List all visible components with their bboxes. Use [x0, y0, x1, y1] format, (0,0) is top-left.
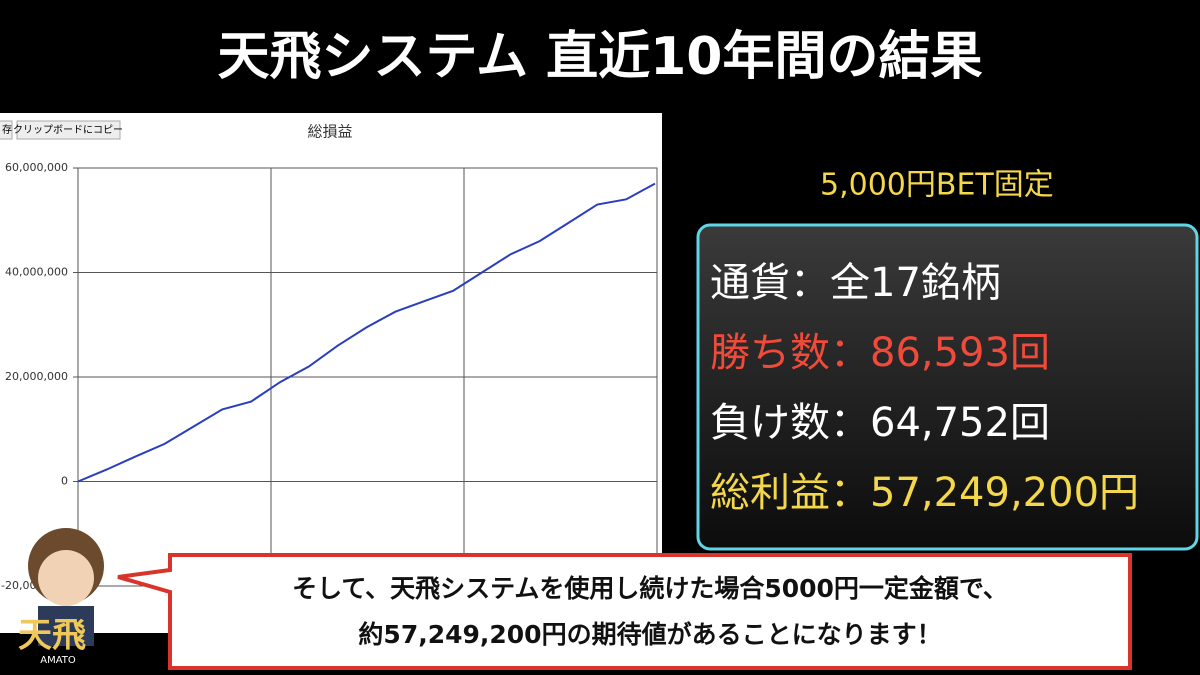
button[interactable] — [0, 120, 13, 140]
bet-note: 5,000円BET固定 — [820, 168, 1054, 203]
avatar — [28, 528, 104, 646]
y-tick-label: 20,000,000 — [5, 370, 68, 383]
y-tick-label: 40,000,000 — [5, 266, 68, 279]
callout — [117, 553, 1132, 670]
logo: 天飛 — [18, 616, 86, 656]
logo-sub: AMATO — [40, 655, 76, 666]
button[interactable] — [16, 120, 121, 140]
stat-line: 勝ち数：86,593回 — [710, 330, 1050, 376]
stat-line: 負け数：64,752回 — [710, 400, 1050, 446]
stat-line: 通貨：全17銘柄 — [710, 260, 1001, 306]
line — [77, 182, 656, 483]
slide-title: 天飛システム 直近10年間の結果 — [218, 27, 983, 87]
chart-panel — [0, 113, 662, 633]
callout-line: 約57,249,200円の期待値があることになります！ — [358, 620, 941, 649]
button-label: 存 — [2, 123, 12, 136]
y-tick-label: 0 — [61, 475, 68, 488]
stat-line: 総利益：57,249,200円 — [710, 470, 1139, 516]
callout-line: そして、天飛システムを使用し続けた場合5000円一定金額で、 — [292, 574, 1008, 603]
button-label: クリップボードにコピー — [13, 124, 123, 136]
stats-box — [696, 223, 1199, 551]
chart-title: 総損益 — [307, 123, 352, 141]
y-tick-label: 60,000,000 — [5, 161, 68, 174]
